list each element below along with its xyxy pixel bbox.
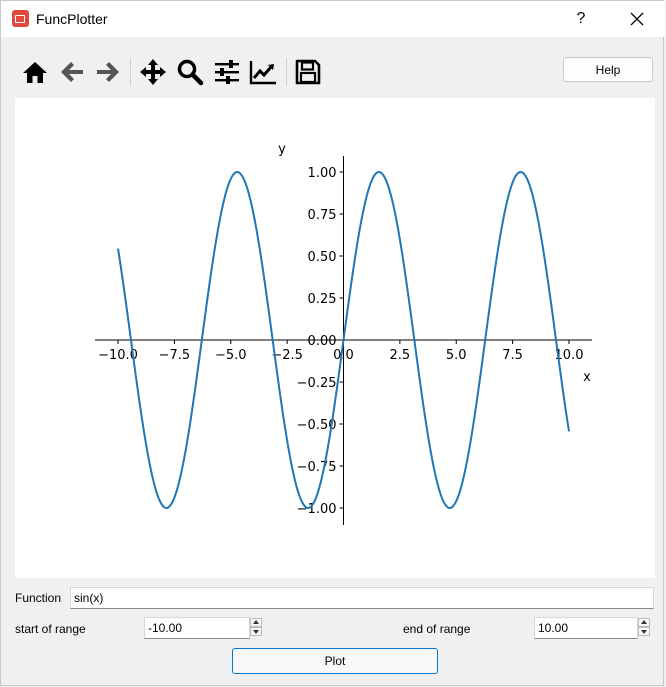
edit-axes-button[interactable] [248, 57, 278, 87]
x-tick-label: 10.0 [555, 348, 584, 363]
close-button[interactable] [625, 7, 649, 31]
sine-plot: −10.0 −7.5 −5.0 −2.5 0.0 2.5 5.0 7.5 10.0 1.00 0.7… [95, 142, 592, 525]
home-button[interactable] [20, 57, 50, 87]
toolbar-separator [286, 58, 287, 86]
function-label: Function [15, 591, 62, 605]
end-range-label: end of range [403, 622, 471, 636]
x-tick-label: 2.5 [390, 348, 411, 363]
y-tick-label: 0.25 [308, 292, 337, 307]
y-tick-label: −0.25 [297, 376, 337, 391]
y-tick-label: 0.00 [308, 334, 337, 349]
start-range-input[interactable]: -10.00 [144, 617, 250, 639]
context-help-button[interactable]: ? [576, 10, 586, 27]
close-icon [630, 12, 644, 26]
x-tick-label: 5.0 [446, 348, 467, 363]
x-tick-label: −10.0 [98, 348, 138, 363]
y-axis-label: y [278, 142, 286, 157]
x-tick-label: −5.0 [215, 348, 247, 363]
end-range-stepper[interactable] [638, 618, 652, 638]
plot-button[interactable]: Plot [232, 648, 438, 674]
back-button[interactable] [57, 57, 87, 87]
configure-subplots-button[interactable] [212, 57, 242, 87]
edit-axes-icon [249, 61, 276, 85]
pan-move-icon [140, 59, 166, 85]
help-button[interactable]: Help [563, 57, 653, 82]
y-tick-label: −0.50 [297, 418, 337, 433]
toolbar-separator [130, 58, 131, 86]
start-range-stepper[interactable] [250, 618, 264, 638]
matplotlib-toolbar [1, 53, 665, 91]
stepper-up-icon[interactable] [638, 618, 650, 627]
x-tick-label: 0.0 [333, 348, 354, 363]
window-title: FuncPlotter [36, 11, 108, 27]
y-tick-label: −0.75 [297, 460, 337, 475]
x-tick-label: −7.5 [159, 348, 191, 363]
x-axis-label: x [583, 370, 591, 385]
stepper-down-icon[interactable] [638, 627, 650, 636]
stepper-down-icon[interactable] [250, 627, 262, 636]
y-tick-label: 0.75 [308, 208, 337, 223]
configure-subplots-icon [215, 60, 239, 84]
sin-series-line [117, 170, 570, 510]
end-range-input[interactable]: 10.00 [534, 617, 638, 639]
home-icon [23, 62, 47, 83]
y-tick-label: 0.50 [308, 250, 337, 265]
y-tick-label: −1.00 [297, 502, 337, 517]
zoom-button[interactable] [175, 57, 205, 87]
save-disk-icon [295, 59, 321, 85]
app-logo-icon [12, 10, 29, 27]
title-bar: FuncPlotter ? [1, 1, 665, 37]
zoom-magnifier-icon [177, 59, 204, 86]
stepper-up-icon[interactable] [250, 618, 262, 627]
x-tick-label: −2.5 [271, 348, 303, 363]
start-range-label: start of range [15, 622, 86, 636]
save-button[interactable] [293, 57, 323, 87]
y-tick-label: 1.00 [308, 166, 337, 181]
function-input[interactable]: sin(x) [70, 587, 654, 609]
forward-button[interactable] [93, 57, 123, 87]
forward-arrow-icon [97, 62, 119, 82]
back-arrow-icon [61, 62, 83, 82]
x-tick-label: 7.5 [502, 348, 523, 363]
pan-button[interactable] [138, 57, 168, 87]
plot-canvas[interactable]: −10.0 −7.5 −5.0 −2.5 0.0 2.5 5.0 7.5 10.0 1.00 0.7… [15, 98, 655, 578]
